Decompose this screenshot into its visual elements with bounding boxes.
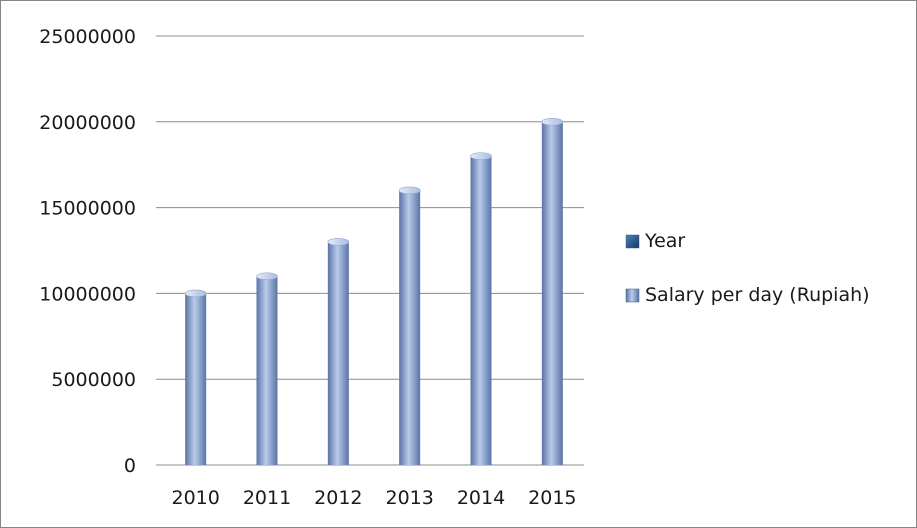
legend: Year Salary per day (Rupiah) xyxy=(625,230,870,306)
x-tick-label: 2010 xyxy=(171,487,219,509)
legend-item: Year xyxy=(625,230,685,252)
bar-2011 xyxy=(256,272,278,465)
y-tick-label: 10000000 xyxy=(39,283,136,305)
bar-2010 xyxy=(184,289,207,465)
y-tick-label: 0 xyxy=(124,455,136,477)
bar-2013 xyxy=(398,186,421,465)
bar-2015 xyxy=(541,118,564,466)
y-axis-ticks: 0 5000000 10000000 15000000 20000000 25000000 xyxy=(39,26,136,477)
bars xyxy=(184,118,564,466)
legend-swatch xyxy=(625,288,640,303)
y-tick-label: 20000000 xyxy=(39,112,136,134)
x-tick-label: 2012 xyxy=(314,487,362,509)
y-tick-label: 15000000 xyxy=(39,198,136,220)
bar-2012 xyxy=(327,238,350,465)
x-axis-ticks: 2010 2011 2012 2013 2014 2015 xyxy=(171,487,576,509)
y-tick-label: 5000000 xyxy=(51,369,136,391)
gridlines xyxy=(156,35,584,466)
x-tick-label: 2011 xyxy=(243,487,291,509)
legend-label: Year xyxy=(644,230,685,252)
x-tick-label: 2015 xyxy=(528,487,576,509)
bar-2014 xyxy=(470,152,492,465)
legend-swatch xyxy=(625,234,640,249)
legend-label: Salary per day (Rupiah) xyxy=(645,284,870,306)
legend-item: Salary per day (Rupiah) xyxy=(625,284,870,306)
x-tick-label: 2014 xyxy=(457,487,505,509)
x-tick-label: 2013 xyxy=(385,487,433,509)
y-tick-label: 25000000 xyxy=(39,26,136,48)
